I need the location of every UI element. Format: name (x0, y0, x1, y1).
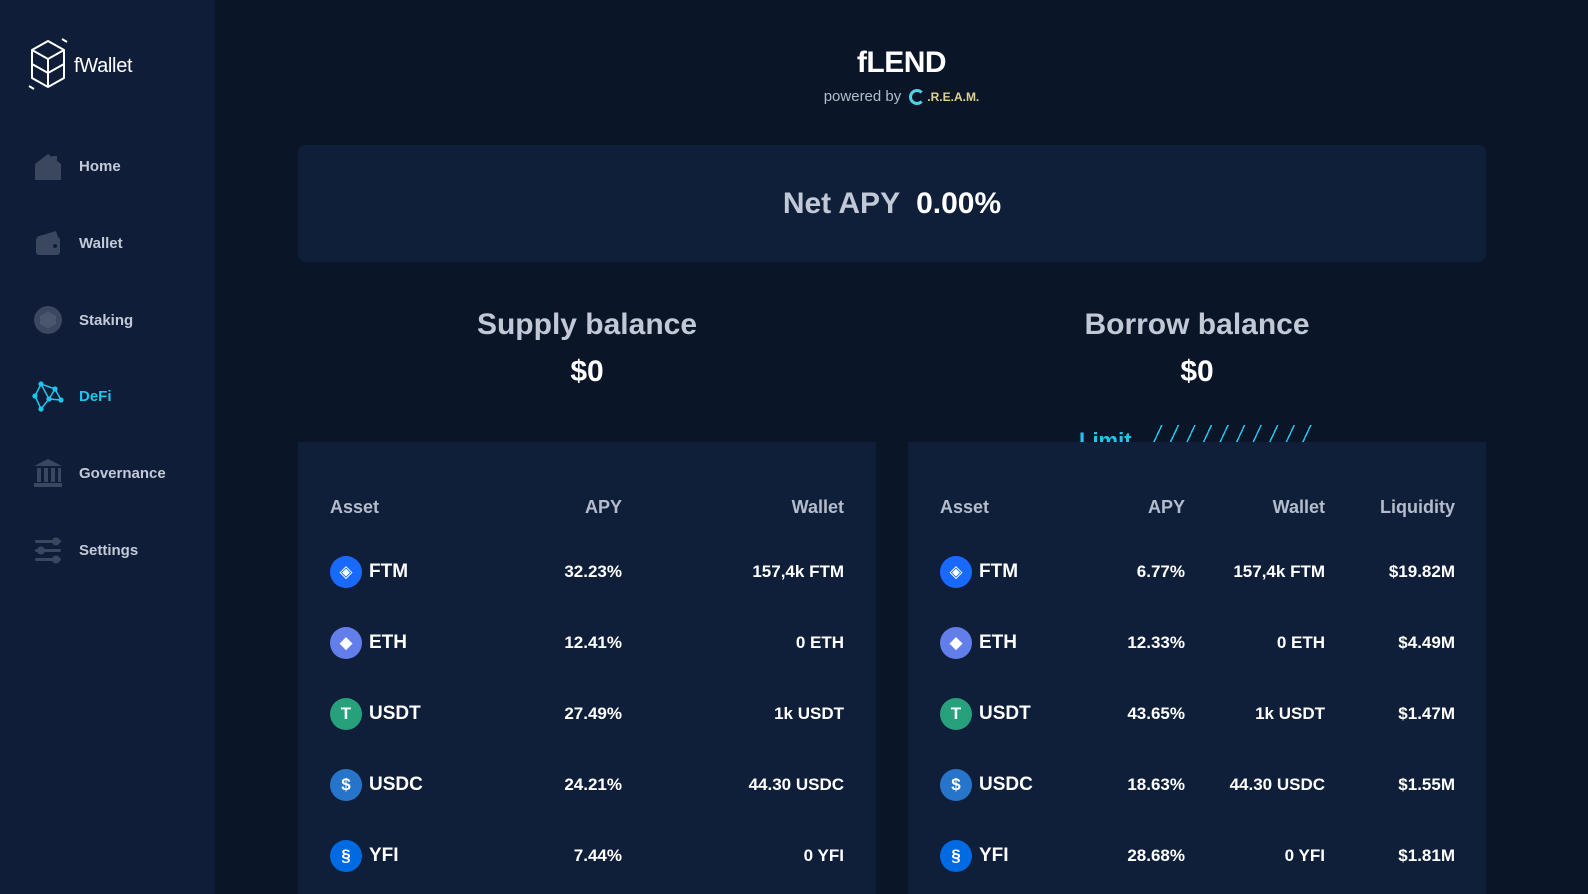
supply-col-asset: Asset (330, 497, 380, 517)
liquidity-value: $19.82M (1388, 562, 1455, 581)
wallet-value: 44.30 USDC (1229, 775, 1325, 794)
defi-icon (30, 378, 66, 414)
liquidity-value: $1.55M (1398, 775, 1455, 794)
asset-name: USDC (369, 774, 423, 795)
settings-icon (30, 532, 66, 568)
sidebar: fWallet Home Wallet Staking DeFi (0, 0, 215, 894)
asset-name: YFI (369, 845, 399, 866)
supply-col-apy: APY (584, 497, 622, 517)
cream-logo-icon (909, 88, 926, 105)
ftm-coin-icon: ◈ (330, 556, 362, 588)
governance-icon (30, 455, 66, 491)
borrow-table (908, 442, 1486, 894)
wallet-value: 0 ETH (1276, 633, 1325, 652)
table-row[interactable]: ◈ FTM 6.77% 157,4k FTM $19.82M (908, 552, 1486, 592)
supply-col-wallet: Wallet (791, 497, 844, 517)
sidebar-item-home[interactable]: Home (30, 146, 205, 186)
borrow-col-wallet: Wallet (1272, 497, 1325, 517)
table-row[interactable]: § YFI 28.68% 0 YFI $1.81M (908, 836, 1486, 876)
wallet-icon (30, 225, 66, 261)
cream-logo[interactable]: .R.E.A.M. (909, 88, 980, 105)
usdt-coin-icon: T (940, 698, 972, 730)
wallet-value: 1k USDT (774, 704, 844, 723)
table-row[interactable]: T USDT 27.49% 1k USDT (298, 694, 876, 734)
eth-coin-icon: ◆ (940, 627, 972, 659)
asset-name: FTM (369, 561, 409, 582)
wallet-value: 44.30 USDC (748, 775, 844, 794)
apy-value: 27.49% (564, 704, 622, 723)
apy-value: 6.77% (1136, 562, 1185, 581)
asset-name: YFI (979, 845, 1009, 866)
net-apy-card: Net APY 0.00% (298, 145, 1486, 262)
app-logo[interactable]: fWallet (28, 38, 133, 95)
borrow-col-liquidity: Liquidity (1380, 497, 1455, 517)
sidebar-item-label: Settings (79, 541, 139, 559)
apy-value: 12.33% (1127, 633, 1185, 652)
supply-table (298, 442, 876, 894)
wallet-value: 0 YFI (1284, 846, 1325, 865)
liquidity-value: $1.81M (1398, 846, 1455, 865)
sidebar-item-label: Governance (79, 464, 166, 482)
sidebar-item-label: Staking (79, 311, 134, 329)
asset-name: FTM (979, 561, 1019, 582)
liquidity-value: $1.47M (1398, 704, 1455, 723)
sidebar-item-wallet[interactable]: Wallet (30, 223, 205, 263)
apy-value: 18.63% (1127, 775, 1185, 794)
usdt-coin-icon: T (330, 698, 362, 730)
table-row[interactable]: ◈ FTM 32.23% 157,4k FTM (298, 552, 876, 592)
apy-value: 12.41% (564, 633, 622, 652)
table-row[interactable]: T USDT 43.65% 1k USDT $1.47M (908, 694, 1486, 734)
wallet-value: 0 ETH (795, 633, 844, 652)
table-row[interactable]: ◆ ETH 12.33% 0 ETH $4.49M (908, 623, 1486, 663)
fantom-logo-icon (28, 38, 68, 95)
eth-coin-icon: ◆ (330, 627, 362, 659)
apy-value: 32.23% (564, 562, 622, 581)
table-row[interactable]: $ USDC 18.63% 44.30 USDC $1.55M (908, 765, 1486, 805)
apy-value: 7.44% (573, 846, 622, 865)
asset-name: ETH (369, 632, 407, 653)
sidebar-item-governance[interactable]: Governance (30, 453, 205, 493)
net-apy-label: Net APY (782, 186, 901, 220)
home-icon (30, 148, 66, 184)
borrow-col-asset: Asset (940, 497, 990, 517)
apy-value: 43.65% (1127, 704, 1185, 723)
sidebar-item-staking[interactable]: Staking (30, 300, 205, 340)
powered-by: powered by .R.E.A.M. (215, 88, 1588, 105)
sidebar-item-label: DeFi (79, 387, 112, 405)
wallet-value: 1k USDT (1255, 704, 1325, 723)
staking-icon (30, 302, 66, 338)
asset-name: ETH (979, 632, 1017, 653)
yfi-coin-icon: § (940, 840, 972, 872)
supply-balance-title: Supply balance (476, 308, 698, 341)
borrow-balance-value: $0 (1180, 355, 1214, 388)
table-row[interactable]: § YFI 7.44% 0 YFI (298, 836, 876, 876)
borrow-balance-title: Borrow balance (1084, 308, 1310, 341)
sidebar-item-label: Home (79, 157, 121, 175)
sidebar-item-label: Wallet (79, 234, 123, 252)
asset-name: USDT (979, 703, 1031, 724)
table-row[interactable]: ◆ ETH 12.41% 0 ETH (298, 623, 876, 663)
sidebar-item-defi[interactable]: DeFi (30, 376, 205, 416)
cream-logo-text: .R.E.A.M. (927, 89, 980, 104)
apy-value: 28.68% (1127, 846, 1185, 865)
net-apy-value: 0.00% (916, 186, 1002, 220)
table-row[interactable]: $ USDC 24.21% 44.30 USDC (298, 765, 876, 805)
sidebar-item-settings[interactable]: Settings (30, 530, 205, 570)
liquidity-value: $4.49M (1398, 633, 1455, 652)
apy-value: 24.21% (564, 775, 622, 794)
supply-balance-value: $0 (570, 355, 604, 388)
wallet-value: 157,4k FTM (752, 562, 844, 581)
yfi-coin-icon: § (330, 840, 362, 872)
borrow-col-apy: APY (1147, 497, 1185, 517)
usdc-coin-icon: $ (940, 769, 972, 801)
page-title: fLEND (856, 46, 947, 79)
usdc-coin-icon: $ (330, 769, 362, 801)
app-name: fWallet (74, 55, 133, 77)
powered-by-label: powered by (823, 88, 902, 105)
wallet-value: 0 YFI (803, 846, 844, 865)
wallet-value: 157,4k FTM (1233, 562, 1325, 581)
ftm-coin-icon: ◈ (940, 556, 972, 588)
asset-name: USDC (979, 774, 1033, 795)
asset-name: USDT (369, 703, 421, 724)
